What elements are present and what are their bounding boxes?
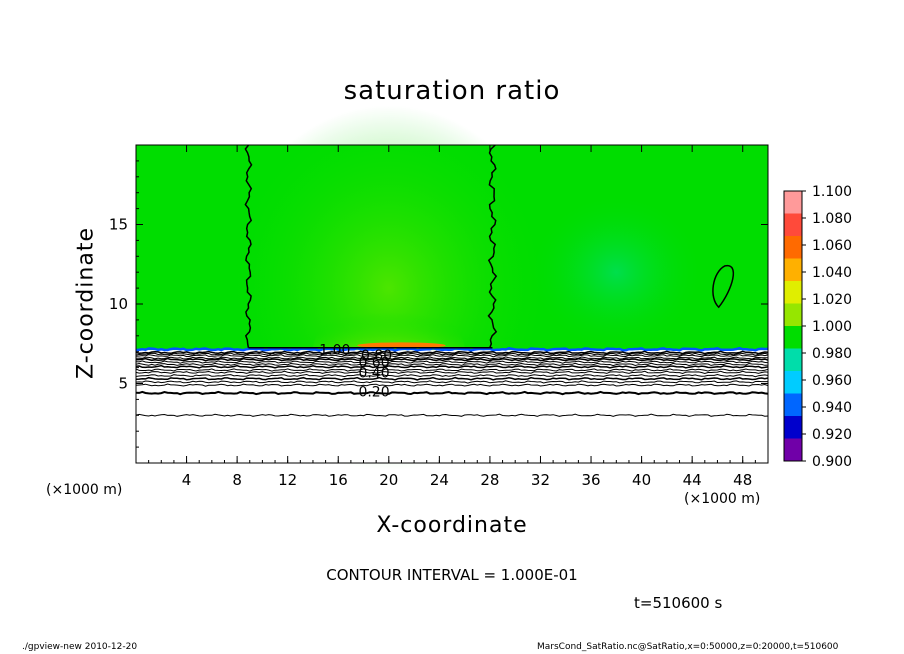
- y-axis-label: Z-coordinate: [73, 227, 99, 379]
- contour-line: [135, 373, 769, 378]
- plot-field: [135, 105, 769, 471]
- colorbar-swatch: [784, 236, 802, 259]
- colorbar-swatch: [784, 416, 802, 439]
- x-tick-label: 4: [182, 471, 192, 489]
- x-tick-label: 12: [278, 471, 297, 489]
- colorbar-label: 1.020: [812, 292, 852, 308]
- contour-1.00-right: [487, 144, 498, 348]
- footer-source: MarsCond_SatRatio.nc@SatRatio,x=0:50000,…: [537, 642, 839, 652]
- colorbar-swatch: [784, 281, 802, 304]
- contour-interval-note: CONTOUR INTERVAL = 1.000E-01: [326, 566, 578, 584]
- x-tick-label: 8: [232, 471, 242, 489]
- time-stamp: t=510600 s: [634, 594, 723, 612]
- contour-line: [135, 390, 769, 396]
- x-axis-ticks: 4 8 12 16 20 24 28 32 36 40 44 48: [148, 145, 756, 489]
- colorbar-label: 1.060: [812, 238, 852, 254]
- x-tick-label: 36: [581, 471, 600, 489]
- x-tick-label: 44: [683, 471, 702, 489]
- colorbar-swatch: [784, 438, 802, 462]
- x-axis-label: X-coordinate: [376, 513, 528, 538]
- x-tick-label: 28: [480, 471, 499, 489]
- blue-boundary-band: [135, 346, 769, 352]
- colorbar-swatch: [784, 303, 802, 327]
- contour-label: 0.40: [358, 365, 389, 381]
- x-axis-unit-right: (×1000 m): [684, 491, 761, 507]
- contour-line: [135, 352, 769, 356]
- x-tick-label: 32: [531, 471, 550, 489]
- contour-1.00-island: [712, 265, 734, 309]
- x-tick-label: 48: [733, 471, 752, 489]
- x-tick-label: 16: [329, 471, 348, 489]
- x-tick-label: 24: [430, 471, 449, 489]
- cool-patch: [527, 192, 705, 352]
- contour-label: 0.80: [361, 348, 392, 364]
- x-tick-label: 20: [379, 471, 398, 489]
- contour-line: [135, 376, 769, 381]
- colorbar-swatch: [784, 258, 802, 282]
- y-axis-ticks: 5 10 15: [109, 160, 768, 448]
- contour-line: [135, 370, 769, 375]
- contour-label: 1.00: [319, 342, 350, 358]
- contour-labels: 0.20 0.400.600.80 1.00: [319, 342, 392, 400]
- colorbar-label: 0.940: [812, 400, 852, 416]
- colorbar-label: 0.920: [812, 427, 852, 443]
- contour-line: [135, 368, 769, 372]
- chart-title: saturation ratio: [343, 76, 561, 106]
- colorbar-label: 0.900: [812, 454, 852, 470]
- footer-program: ./gpview-new 2010-12-20: [22, 642, 138, 652]
- colorbar-label: 1.040: [812, 265, 852, 281]
- contour-line: [135, 357, 769, 362]
- contour-line: [135, 353, 769, 358]
- colorbar-swatch: [784, 348, 802, 372]
- colorbar-label: 1.000: [812, 319, 852, 335]
- colorbar-label: 1.080: [812, 211, 852, 227]
- colorbar-label: 1.100: [812, 184, 852, 200]
- contour-line: [135, 383, 769, 387]
- plume-peak: [357, 342, 446, 349]
- colorbar-swatch: [784, 326, 802, 349]
- colorbar-swatch: [784, 191, 802, 214]
- contour-line: [135, 364, 769, 369]
- contour-lines: [135, 144, 769, 417]
- contour-1.00-left: [244, 144, 253, 348]
- contour-line: [135, 356, 768, 360]
- x-axis-unit-left: (×1000 m): [46, 482, 123, 498]
- colorbar-swatch: [784, 213, 802, 237]
- contour-line: [135, 350, 769, 355]
- colorbar-label: 0.980: [812, 346, 852, 362]
- colorbar-label: 0.960: [812, 373, 852, 389]
- y-tick-label: 10: [109, 295, 128, 313]
- y-tick-label: 15: [109, 216, 128, 234]
- contour-line: [135, 380, 768, 384]
- colorbar-swatch: [784, 371, 802, 394]
- contour-line: [135, 360, 769, 364]
- y-tick-label: 5: [118, 375, 128, 393]
- contour-label: 0.60: [358, 355, 389, 371]
- colorbar-swatch: [784, 393, 802, 417]
- contour-line: [135, 413, 769, 417]
- x-tick-label: 40: [632, 471, 651, 489]
- subsaturated-region: [136, 350, 768, 463]
- colorbar: 1.100 1.080 1.060 1.040 1.020 1.000 0.980 0.960…: [783, 184, 852, 470]
- contour-line: [135, 362, 769, 367]
- contour-label: 0.20: [358, 384, 389, 400]
